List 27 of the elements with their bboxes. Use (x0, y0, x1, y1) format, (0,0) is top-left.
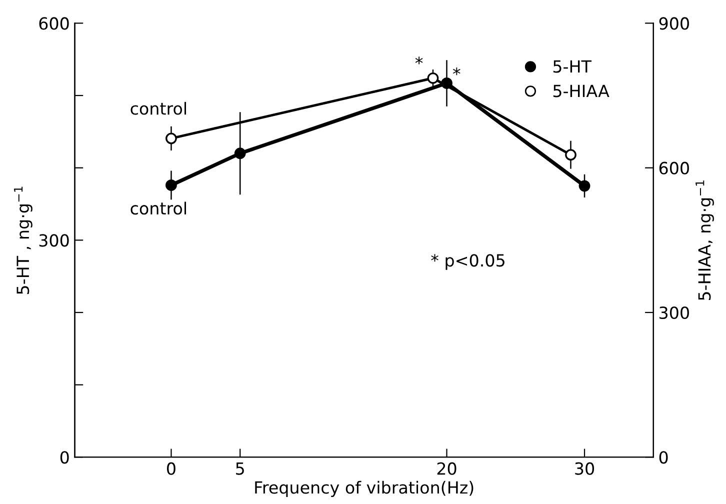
y-tick-label: 600 (39, 17, 69, 30)
y2-tick-label: 900 (659, 17, 689, 30)
x-tick-label: 20 (437, 462, 456, 475)
x-tick-label: 5 (236, 462, 244, 475)
annotation: * (453, 67, 460, 76)
annotation: control (130, 102, 186, 115)
y-tick-label: 300 (39, 234, 69, 247)
x-tick-label: 30 (575, 462, 594, 475)
point (234, 148, 246, 160)
y2-tick-label: 0 (659, 451, 668, 464)
annotation: * p<0.05 (431, 254, 504, 270)
legend-label: 5-HIAA (553, 84, 610, 98)
x-axis-title: Frequency of vibration(Hz) (255, 480, 474, 498)
y2-tick-label: 600 (659, 162, 689, 174)
y2-tick-label: 300 (660, 306, 689, 320)
point (565, 149, 576, 161)
point (578, 180, 590, 192)
point (166, 179, 177, 191)
y-axis-title: 5-HT , ng·g$^{−1}$ (14, 186, 32, 294)
legend-label: 5-HT (553, 60, 592, 73)
y2-axis-title: 5-HIAA, ng·g$^{−1}$ (696, 180, 714, 300)
x-tick-label: 0 (167, 462, 176, 475)
y-tick-label: 0 (60, 451, 69, 464)
annotation: * (415, 56, 423, 64)
point (166, 132, 177, 144)
annotation: control (130, 202, 186, 215)
point (427, 72, 439, 84)
